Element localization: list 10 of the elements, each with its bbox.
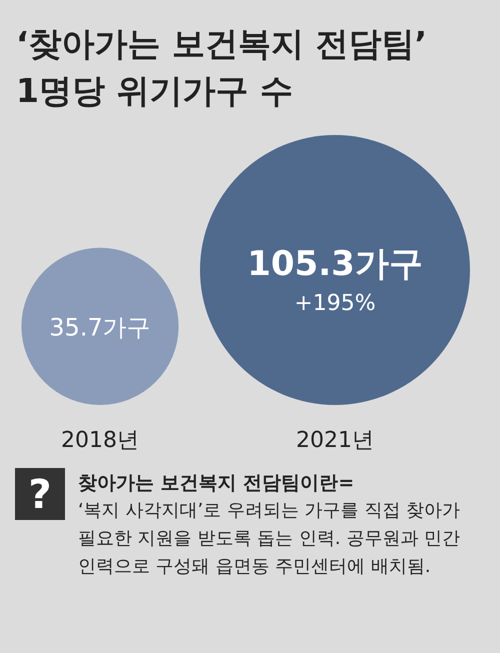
value-label: 105.3가구 [247, 244, 423, 284]
annotation: ? [28, 472, 52, 518]
title: ‘찾아가는 보건복지 전담팀’ [16, 24, 428, 63]
annotation: ‘복지 사각지대’로 우려되는 가구를 직접 찾아가 필요한 지원을 받도록 돕는 인력. 공무원과 민간 인력으로 구성돼 읍면동 주민센터에 배치됨. [78, 499, 462, 579]
annotation: +195% [294, 291, 376, 316]
value-label: 35.7가구 [49, 313, 151, 342]
category: 2018년 [61, 428, 139, 453]
annotation: 찾아가는 보건복지 전담팀이란= [78, 472, 354, 494]
subtitle: 1명당 위기가구 수 [16, 71, 293, 110]
category: 2021년 [296, 428, 374, 453]
